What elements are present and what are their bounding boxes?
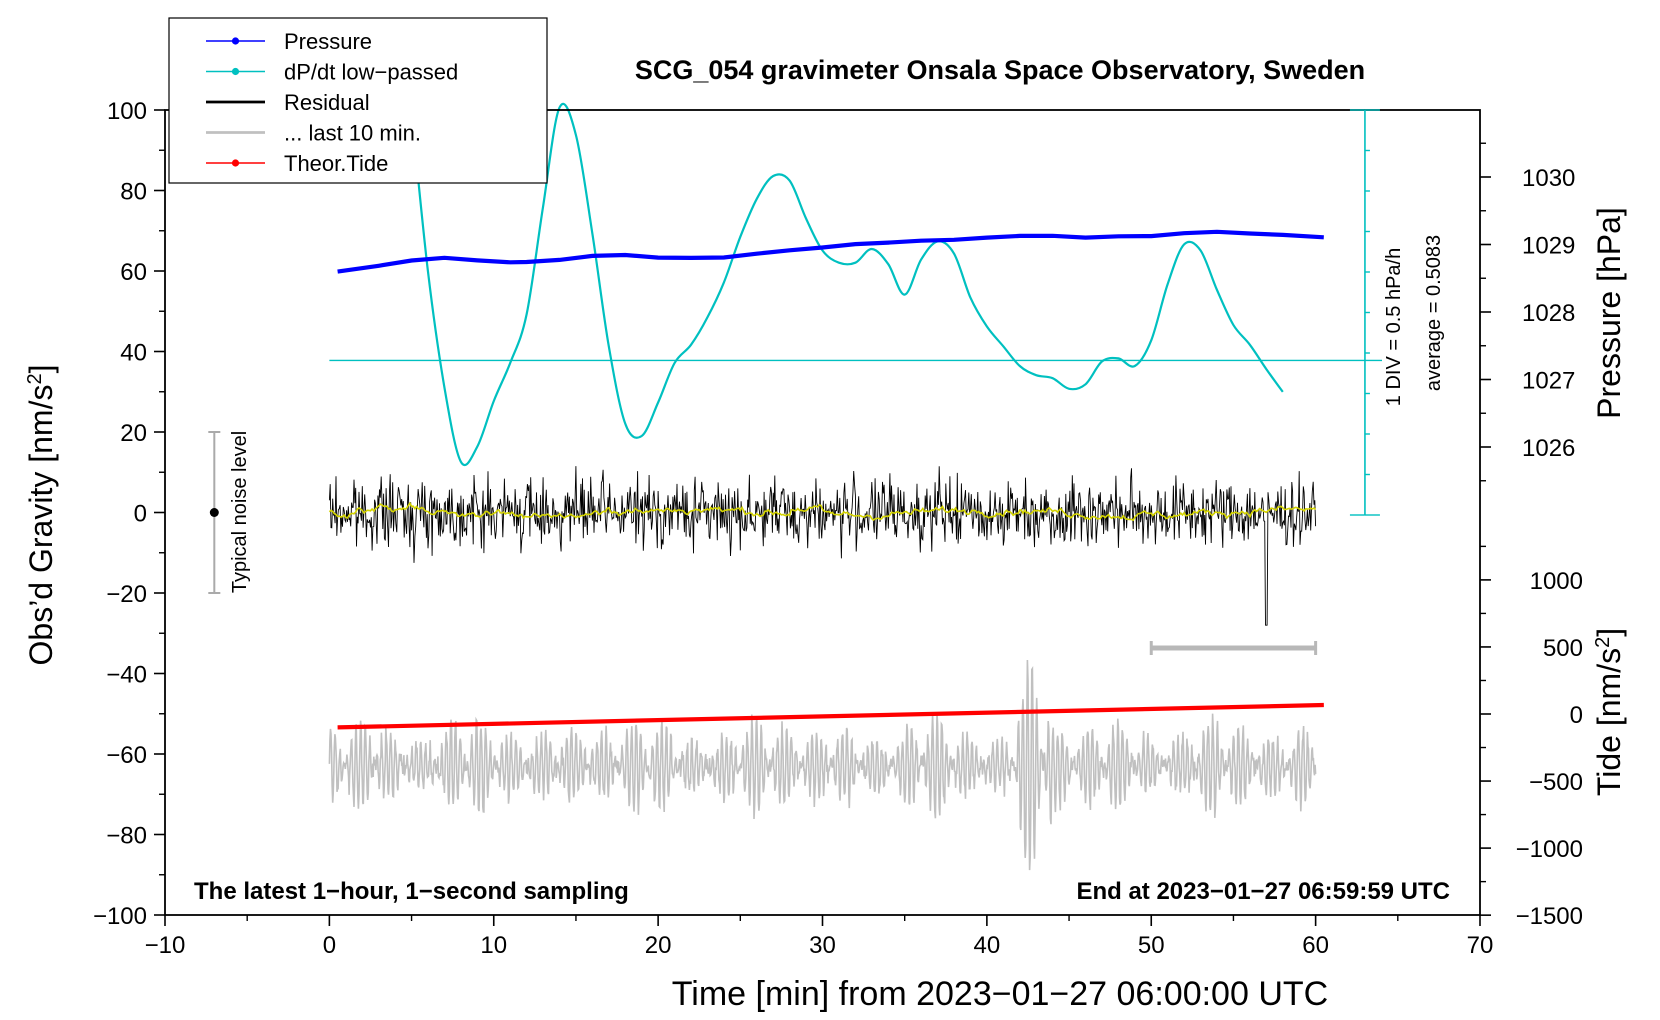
x-tick-label: 40 <box>974 932 1001 959</box>
dpdt-series-line <box>410 102 1284 467</box>
legend-label: Theor.Tide <box>284 151 388 176</box>
legend: Pressure dP/dt low−passed Residual ... last… <box>168 17 548 184</box>
rate-scale-div-label: 1 DIV = 0.5 hPa/h <box>1383 248 1405 406</box>
y-tick-label: −20 <box>106 581 147 608</box>
pressure-series-line <box>337 229 1324 274</box>
tide-series-line <box>337 702 1324 730</box>
pressure-tick-label: 1028 <box>1522 300 1575 327</box>
y-axis-label-tide-end: ] <box>1591 628 1627 637</box>
tide-tick-label: −1000 <box>1516 836 1583 863</box>
legend-marker <box>231 67 240 76</box>
y-axis-label-gravity-end: ] <box>23 365 59 374</box>
annotation-end-time: End at 2023−01−27 06:59:59 UTC <box>1076 878 1450 905</box>
x-tick-label: 0 <box>323 932 336 959</box>
residual-series-line <box>328 466 1317 626</box>
rate-scale-average-label: average = 0.5083 <box>1423 235 1445 391</box>
y-axis-label-tide: Tide [nm/s2] <box>1591 628 1627 796</box>
legend-marker <box>231 37 240 45</box>
pressure-tick-label: 1026 <box>1522 435 1575 462</box>
last-10-min-series-line <box>328 659 1317 871</box>
residual-smoothed-line <box>328 501 1317 522</box>
annotation-sampling: The latest 1−hour, 1−second sampling <box>194 878 629 905</box>
legend-label: Residual <box>284 90 370 115</box>
y-tick-label: −80 <box>106 823 147 850</box>
y-tick-label: −40 <box>106 662 147 689</box>
noise-level-label: Typical noise level <box>229 431 251 593</box>
x-tick-label: −10 <box>145 932 186 959</box>
legend-box <box>168 17 548 184</box>
legend-marker <box>231 159 240 167</box>
y-axis-label-gravity-text: Obs’d Gravity [nm/s <box>23 385 59 666</box>
y-tick-label: 100 <box>107 98 147 125</box>
x-tick-label: 20 <box>645 932 672 959</box>
y-axis-label-tide-text: Tide [nm/s <box>1591 648 1627 796</box>
tide-tick-label: −1500 <box>1516 903 1583 930</box>
y-tick-label: −60 <box>106 742 147 769</box>
tide-tick-label: 500 <box>1543 635 1583 662</box>
x-tick-label: 10 <box>480 932 507 959</box>
y-tick-label: 20 <box>120 420 147 447</box>
axes-layer: −10 0 10 20 30 40 50 60 70100806040200−20−40−60−… <box>93 98 1583 959</box>
pressure-tick-label: 1029 <box>1522 233 1575 260</box>
x-axis-label: Time [min] from 2023−01−27 06:00:00 UTC <box>672 975 1328 1013</box>
pressure-tick-label: 1027 <box>1522 368 1575 395</box>
y-tick-label: 40 <box>120 340 147 367</box>
y-tick-label: 80 <box>120 179 147 206</box>
x-tick-label: 50 <box>1138 932 1165 959</box>
chart-title: SCG_054 gravimeter Onsala Space Observat… <box>635 55 1365 85</box>
tide-tick-label: −500 <box>1529 769 1583 796</box>
y-axis-label-gravity-sup: 2 <box>24 373 46 384</box>
series-layer <box>328 102 1382 871</box>
x-tick-label: 60 <box>1302 932 1329 959</box>
pressure-tick-label: 1030 <box>1522 165 1575 192</box>
y-axis-label-pressure: Pressure [hPa] <box>1591 207 1627 419</box>
tide-tick-label: 1000 <box>1530 568 1583 595</box>
tide-tick-label: 0 <box>1570 702 1583 729</box>
x-tick-label: 30 <box>809 932 836 959</box>
noise-level-dot <box>209 508 219 517</box>
y-tick-label: −100 <box>93 903 147 930</box>
y-tick-label: 0 <box>134 501 147 528</box>
y-axis-label-tide-sup: 2 <box>1592 637 1614 648</box>
y-tick-label: 60 <box>120 259 147 286</box>
x-tick-label: 70 <box>1467 932 1494 959</box>
legend-label: dP/dt low−passed <box>284 60 458 85</box>
legend-label: Pressure <box>284 29 372 54</box>
y-axis-label-gravity: Obs’d Gravity [nm/s2] <box>23 365 59 666</box>
legend-label: ... last 10 min. <box>284 121 421 146</box>
